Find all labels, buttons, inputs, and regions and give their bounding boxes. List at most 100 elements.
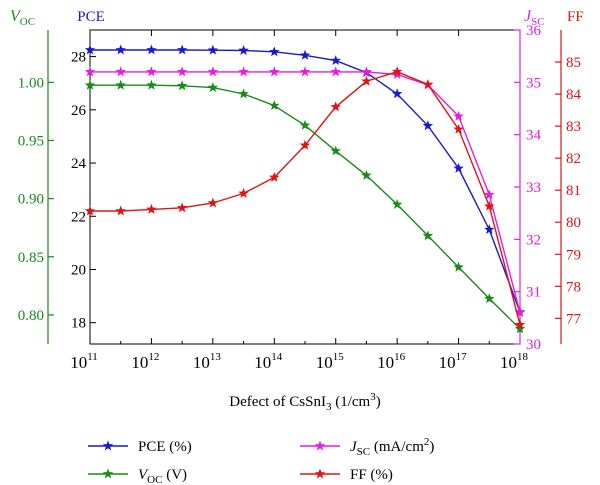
data-point-voc: [361, 169, 372, 180]
data-point-jsc: [176, 66, 188, 77]
pce-tick-label: 22: [71, 209, 86, 225]
pce-tick-label: 24: [71, 156, 87, 172]
pce-tick-label: 26: [71, 103, 87, 119]
x-tick-label: 1015: [316, 351, 345, 372]
data-point-jsc: [84, 66, 96, 77]
jsc-tick-label: 34: [526, 128, 542, 144]
data-point-pce: [207, 44, 219, 55]
x-tick-label: 1013: [193, 351, 222, 372]
x-tick-label: 1018: [500, 351, 529, 372]
jsc-tick-label: 32: [526, 232, 541, 248]
legend-marker-pce: [102, 440, 114, 451]
data-point-voc: [514, 323, 526, 334]
ff-tick-label: 79: [566, 247, 581, 263]
data-point-voc: [269, 100, 280, 111]
x-tick-label: 1011: [70, 351, 98, 372]
data-point-ff: [207, 197, 219, 208]
ff-tick-label: 77: [566, 311, 582, 327]
x-tick-label: 1017: [439, 351, 468, 372]
data-point-ff: [146, 203, 157, 214]
data-point-ff: [84, 205, 96, 216]
x-axis-label: Defect of CsSnI3 (1/cm3): [229, 391, 380, 413]
ff-tick-label: 83: [566, 119, 581, 135]
data-point-jsc: [115, 66, 126, 77]
data-point-pce: [391, 88, 403, 99]
data-point-jsc: [207, 66, 219, 77]
data-point-ff: [514, 319, 526, 330]
data-point-pce: [84, 44, 96, 55]
data-point-jsc: [299, 66, 311, 77]
data-point-jsc: [330, 66, 341, 77]
ff-tick-label: 78: [566, 279, 581, 295]
data-point-voc: [115, 79, 126, 90]
data-point-ff: [361, 75, 372, 86]
legend-label-ff: FF (%): [350, 467, 393, 483]
legend-label-pce: PCE (%): [138, 439, 192, 455]
data-point-voc: [330, 145, 341, 156]
pce-tick-label: 18: [71, 316, 86, 332]
legend-marker-voc: [102, 468, 114, 479]
ff-tick-label: 85: [566, 55, 581, 71]
data-point-pce: [176, 44, 188, 55]
voc-axis-label: VOC: [10, 8, 35, 28]
data-point-pce: [269, 46, 280, 57]
data-point-ff: [269, 171, 280, 182]
legend-label-voc: VOC (V): [138, 467, 187, 485]
data-point-voc: [84, 79, 96, 90]
x-tick-label: 1016: [377, 351, 406, 372]
legend: PCE (%) JSC (mA/cm2) VOC (V) FF (%): [88, 436, 434, 485]
legend-label-jsc: JSC (mA/cm2): [350, 436, 434, 458]
voc-tick-label: 0.80: [18, 308, 44, 324]
data-point-jsc: [361, 66, 372, 77]
data-point-jsc: [514, 307, 526, 318]
data-point-voc: [299, 119, 311, 130]
data-point-voc: [207, 82, 219, 93]
data-point-jsc: [269, 66, 280, 77]
jsc-axis-label: JSC: [524, 8, 545, 28]
data-point-ff: [330, 101, 341, 112]
ff-tick-label: 84: [566, 87, 582, 103]
legend-marker-ff: [314, 468, 326, 479]
data-point-voc: [391, 198, 403, 209]
x-tick-label: 1014: [254, 351, 283, 372]
data-point-pce: [453, 162, 464, 173]
data-point-pce: [299, 49, 311, 60]
data-point-voc: [238, 88, 249, 99]
data-point-voc: [453, 261, 464, 272]
data-point-ff: [484, 200, 495, 211]
pce-tick-label: 20: [71, 262, 86, 278]
data-point-pce: [484, 224, 495, 235]
data-point-pce: [238, 44, 249, 55]
x-tick-label: 1012: [131, 351, 159, 372]
ff-tick-label: 82: [566, 151, 581, 167]
data-point-ff: [422, 78, 434, 89]
data-point-ff: [453, 123, 464, 134]
pce-tick-label: 28: [71, 50, 86, 66]
legend-marker-jsc: [314, 440, 326, 451]
jsc-tick-label: 33: [526, 180, 541, 196]
voc-tick-label: 0.95: [18, 133, 44, 149]
data-point-voc: [146, 79, 157, 90]
ff-tick-label: 80: [566, 215, 581, 231]
data-point-ff: [299, 139, 311, 150]
data-point-ff: [391, 66, 403, 77]
data-point-pce: [422, 120, 434, 131]
voc-tick-label: 0.90: [18, 192, 44, 208]
axes-layer: 1011 1012 1013 1014 1015 1016 1017 1018 Defect o…: [10, 8, 584, 413]
data-point-jsc: [238, 66, 249, 77]
series-line-jsc: [90, 71, 521, 313]
data-point-voc: [484, 293, 495, 304]
data-point-pce: [330, 55, 341, 66]
data-point-jsc: [453, 110, 464, 121]
data-point-jsc: [484, 189, 495, 200]
data-point-voc: [422, 230, 434, 241]
data-point-voc: [176, 80, 188, 91]
series-line-ff: [90, 70, 521, 325]
jsc-tick-label: 35: [526, 75, 541, 91]
jsc-tick-label: 31: [526, 285, 541, 301]
data-point-ff: [176, 202, 188, 213]
series-layer: [84, 44, 526, 334]
jsc-tick-label: 36: [526, 23, 542, 39]
voc-tick-label: 1.00: [18, 75, 44, 91]
